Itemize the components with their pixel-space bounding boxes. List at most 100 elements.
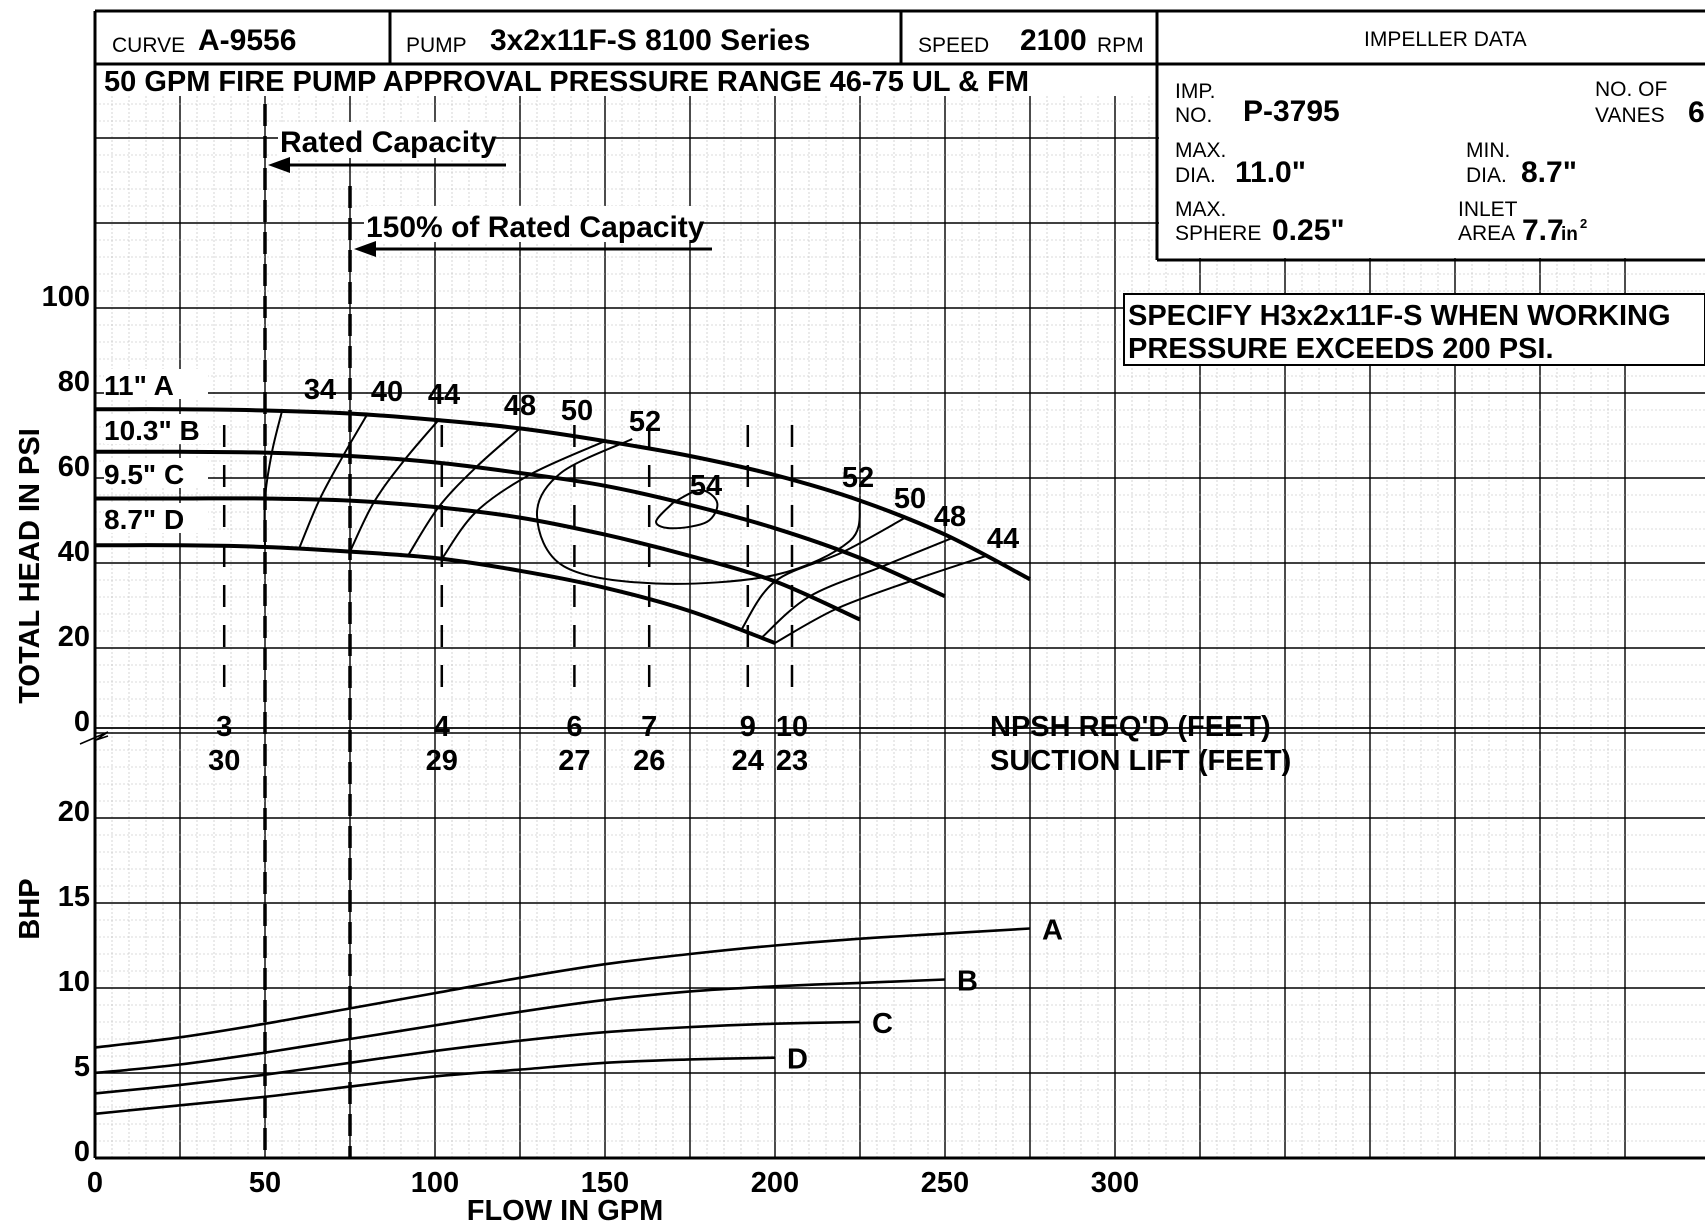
- inlet-area-value: 7.7: [1522, 214, 1564, 247]
- head-curve-a: [94, 407, 1031, 582]
- efficiency-label: 50: [561, 395, 593, 427]
- max-dia-value: 11.0": [1235, 156, 1306, 189]
- curve-value: A-9556: [198, 24, 296, 57]
- suction-lift-value-label: 24: [732, 745, 764, 777]
- efficiency-label: 44: [987, 523, 1019, 555]
- efficiency-label: 34: [304, 374, 336, 406]
- bhp-curve-b: [94, 978, 946, 1075]
- efficiency-line: [774, 555, 987, 644]
- efficiency-line: [440, 440, 606, 560]
- grid: [79, 96, 1705, 1160]
- bhp-curve-label-c: C: [872, 1008, 893, 1040]
- head-y-tick-label: 100: [42, 281, 90, 313]
- chart-subtitle: 50 GPM FIRE PUMP APPROVAL PRESSURE RANGE…: [104, 66, 1029, 98]
- curve-label: CURVE: [112, 34, 185, 57]
- pump-label: PUMP: [406, 34, 467, 57]
- bhp-curve-label-d: D: [787, 1044, 808, 1076]
- head-y-tick-label: 60: [58, 451, 90, 483]
- npsh-value-label: 9: [740, 711, 756, 743]
- bhp-axis-title: BHP: [14, 878, 46, 939]
- bhp-y-tick-label: 0: [74, 1136, 90, 1168]
- min-dia-label-1: MIN.: [1466, 139, 1510, 162]
- head-curve-c: [94, 496, 861, 622]
- head-curve-label-c: 9.5" C: [104, 459, 184, 490]
- suction-lift-axis-label: SUCTION LIFT (FEET): [990, 745, 1291, 777]
- efficiency-label: 48: [934, 501, 966, 533]
- max-dia-label-2: DIA.: [1175, 164, 1216, 187]
- suction-lift-value-label: 27: [558, 745, 590, 777]
- note-line-1: SPECIFY H3x2x11F-S WHEN WORKING: [1128, 300, 1671, 332]
- efficiency-label: 50: [894, 483, 926, 515]
- chart-marks: 0 50 100 150 200 250 300 0 20 40 60 80 100 0 5 10 15 20 11…: [42, 104, 1139, 1199]
- head-curve-d: [94, 543, 776, 645]
- npsh-axis-label: NPSH REQ'D (FEET): [990, 711, 1271, 743]
- efficiency-line: [760, 537, 953, 639]
- speed-value: 2100: [1020, 24, 1087, 57]
- efficiency-line: [263, 410, 283, 548]
- inlet-area-label-2: AREA: [1458, 222, 1515, 245]
- head-y-tick-label: 80: [58, 366, 90, 398]
- efficiency-line: [535, 438, 861, 585]
- head-curve-label-bg: [104, 503, 208, 533]
- head-curve-b: [94, 449, 946, 599]
- rated-150-annotation: 150% of Rated Capacity: [364, 206, 705, 244]
- efficiency-label: 54: [690, 470, 722, 502]
- bhp-curve-label-b: B: [957, 966, 978, 998]
- head-curve-label-d: 8.7" D: [104, 504, 184, 535]
- head-y-tick-label: 0: [74, 706, 90, 738]
- efficiency-label: 52: [842, 462, 874, 494]
- suction-lift-value-label: 26: [633, 745, 665, 777]
- bhp-y-tick-label: 20: [58, 796, 90, 828]
- min-dia-label-2: DIA.: [1466, 164, 1507, 187]
- imp-no-label-2: NO.: [1175, 104, 1212, 127]
- max-dia-label-1: MAX.: [1175, 139, 1226, 162]
- inlet-area-unit: in: [1561, 224, 1578, 245]
- speed-label: SPEED: [918, 34, 989, 57]
- efficiency-line: [740, 517, 905, 631]
- efficiency-label: 44: [428, 379, 460, 411]
- efficiency-label: 40: [371, 376, 403, 408]
- npsh-value-label: 10: [776, 711, 808, 743]
- suction-lift-value-label: 23: [776, 745, 808, 777]
- subtitle-bg: [97, 66, 1155, 96]
- bhp-curve-a: [94, 927, 1031, 1049]
- efficiency-line: [406, 427, 521, 557]
- header-row: [93, 9, 1705, 1158]
- imp-no-label-1: IMP.: [1175, 80, 1215, 103]
- max-sphere-label-2: SPHERE: [1175, 222, 1261, 245]
- vanes-label-2: VANES: [1595, 104, 1665, 127]
- vanes-label-1: NO. OF: [1595, 78, 1667, 101]
- npsh-value-label: 3: [216, 711, 232, 743]
- impeller-data-title: IMPELLER DATA: [1364, 28, 1527, 51]
- rated-capacity-label: Rated Capacity: [280, 126, 497, 159]
- rated-150-arrowhead: [354, 241, 376, 257]
- rated-capacity-arrowhead: [268, 157, 290, 173]
- note-line-2: PRESSURE EXCEEDS 200 PSI.: [1128, 333, 1554, 365]
- impeller-box-bg: [1159, 66, 1705, 258]
- speed-unit: RPM: [1097, 34, 1144, 57]
- x-tick-label: 300: [1091, 1167, 1139, 1199]
- x-tick-label: 100: [411, 1167, 459, 1199]
- head-y-tick-label: 20: [58, 621, 90, 653]
- npsh-value-label: 7: [641, 711, 657, 743]
- x-axis-title: FLOW IN GPM: [467, 1195, 664, 1224]
- bhp-curve-c: [94, 1020, 861, 1095]
- npsh-value-label: 6: [566, 711, 582, 743]
- bhp-curve-label-a: A: [1042, 915, 1063, 947]
- head-curve-label-bg: [104, 458, 208, 488]
- x-tick-label: 250: [921, 1167, 969, 1199]
- inlet-area-label-1: INLET: [1458, 198, 1518, 221]
- inlet-area-exponent: 2: [1580, 216, 1587, 231]
- npsh-value-label: 4: [434, 711, 450, 743]
- bhp-curve-d: [94, 1056, 776, 1116]
- head-curve-label-a: 11" A: [104, 370, 174, 401]
- efficiency-label: 52: [629, 406, 661, 438]
- bhp-y-tick-label: 15: [58, 881, 90, 913]
- x-tick-label: 150: [581, 1167, 629, 1199]
- efficiency-line: [654, 488, 719, 530]
- efficiency-line: [349, 419, 440, 553]
- efficiency-line: [298, 414, 368, 550]
- pump-value: 3x2x11F-S 8100 Series: [490, 24, 810, 57]
- head-curve-label-bg: [104, 414, 208, 444]
